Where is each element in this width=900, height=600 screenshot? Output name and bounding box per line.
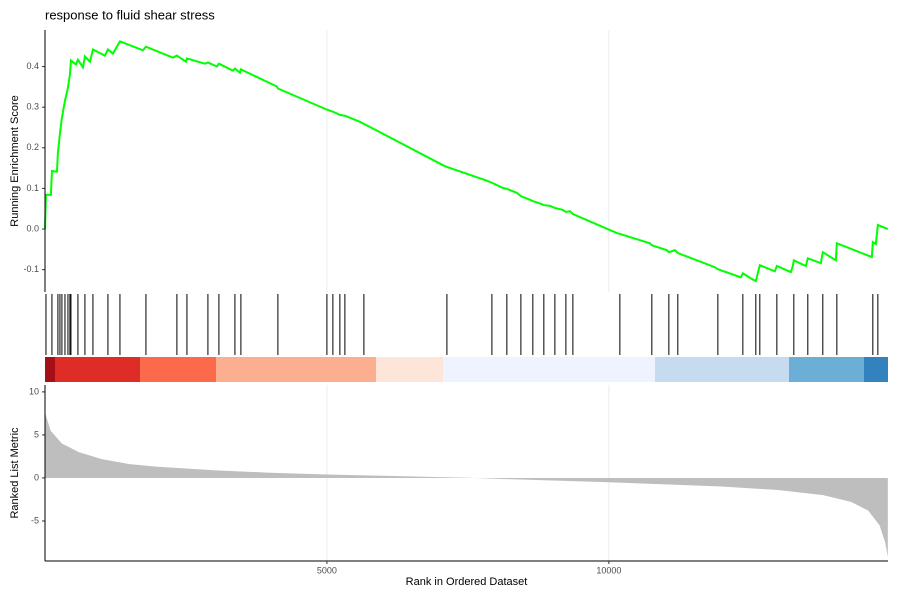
- y-tick-label: -5: [31, 515, 39, 525]
- y-tick-label: 0.4: [26, 61, 39, 71]
- y-axis-label: Ranked List Metric: [9, 427, 21, 519]
- x-tick-label: 5000: [317, 565, 337, 575]
- enrichment-line: [44, 40, 889, 283]
- y-axis-label: Running Enrichment Score: [9, 95, 21, 226]
- y-tick-label: -0.1: [23, 264, 39, 274]
- y-tick-label: 0.2: [26, 142, 39, 152]
- y-tick-label: 5: [34, 429, 39, 439]
- metric-area: [45, 412, 888, 558]
- x-axis-label: Rank in Ordered Dataset: [406, 576, 528, 588]
- y-tick-label: 10: [29, 386, 39, 396]
- y-tick-label: 0.0: [26, 223, 39, 233]
- y-tick-label: 0: [34, 472, 39, 482]
- chart-title: response to fluid shear stress: [45, 7, 215, 22]
- y-tick-label: 0.1: [26, 183, 39, 193]
- x-tick-label: 10000: [596, 565, 621, 575]
- y-tick-label: 0.3: [26, 102, 39, 112]
- heat-bar: [45, 357, 888, 382]
